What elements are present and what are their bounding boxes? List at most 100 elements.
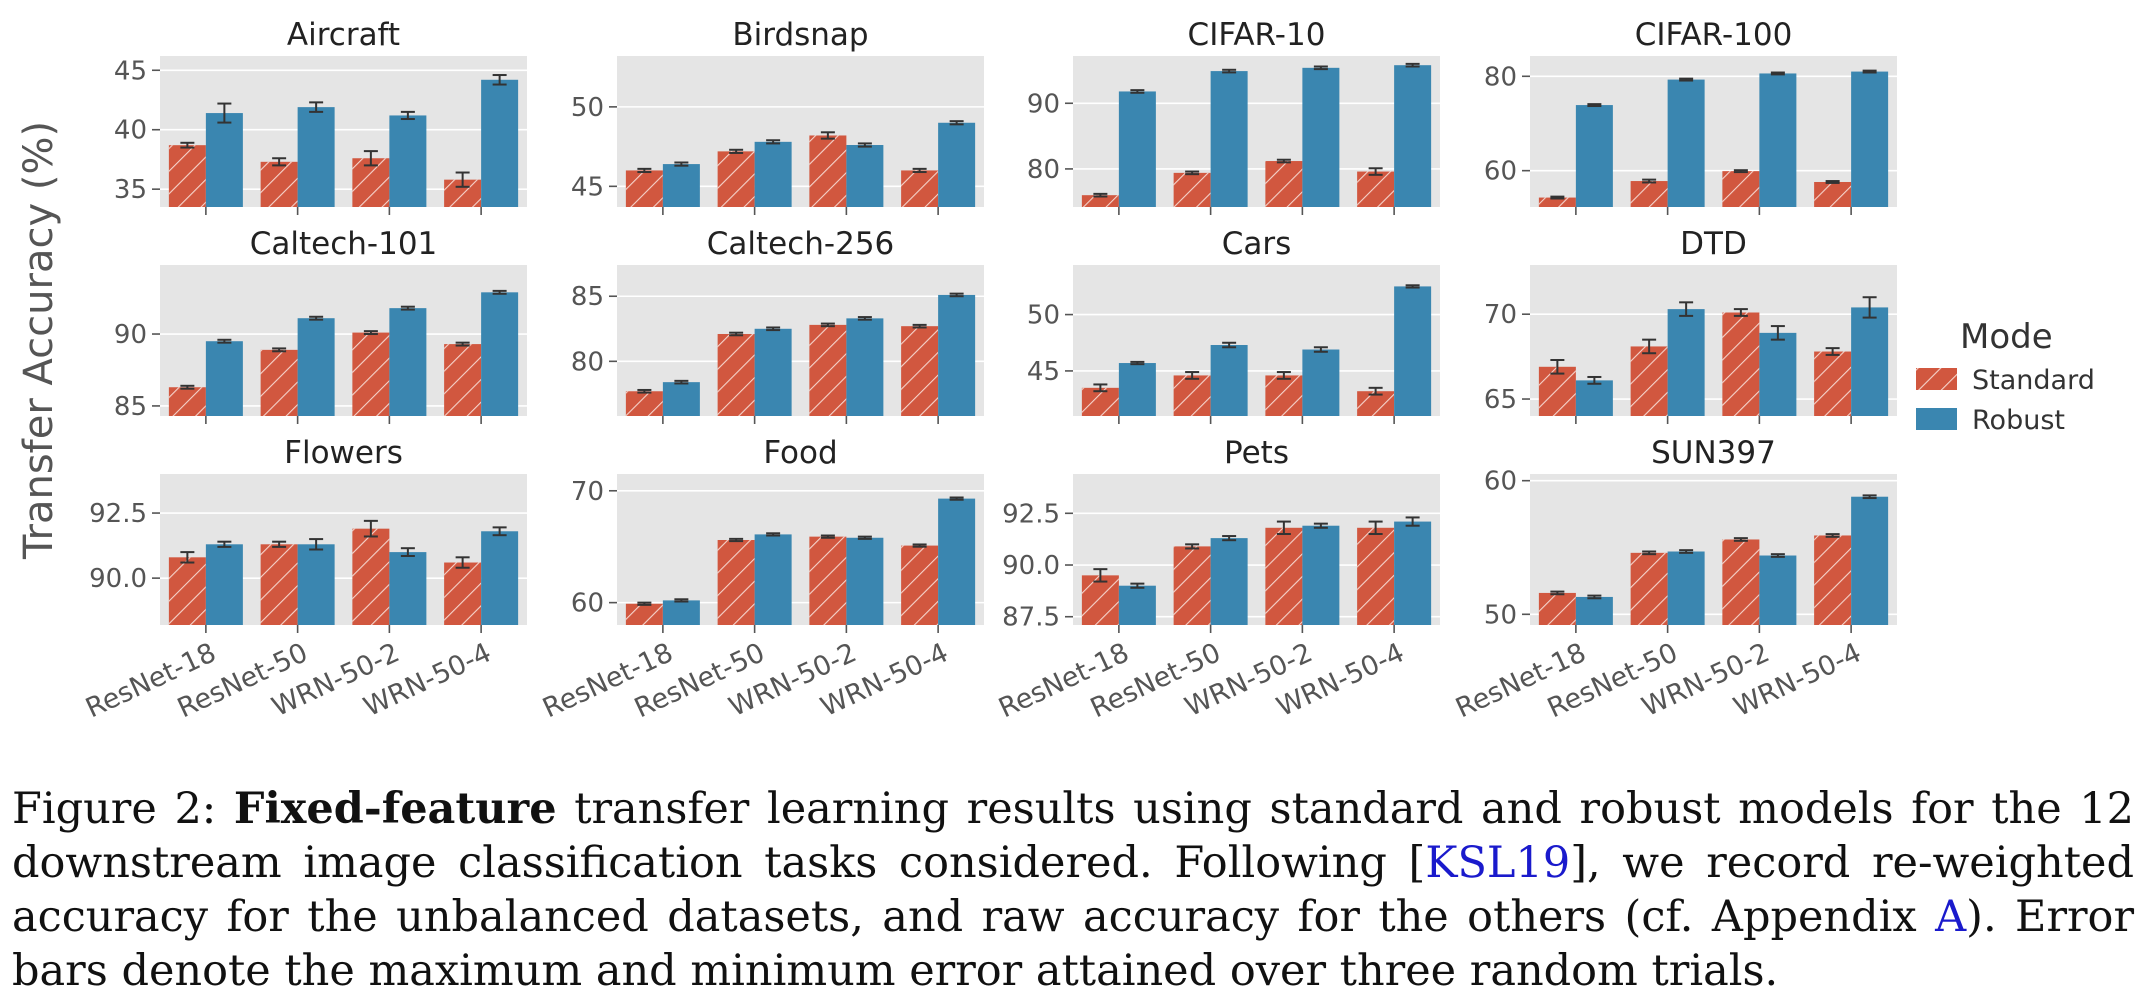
error-bar xyxy=(272,347,287,353)
error-bar xyxy=(272,540,287,548)
bar-robust-resnet-50 xyxy=(297,318,335,416)
bar-robust-wrn-50-2 xyxy=(846,318,884,416)
bar-standard-wrn-50-4-hatch xyxy=(901,170,939,207)
error-bar xyxy=(1550,359,1565,375)
bar-standard-resnet-18-hatch xyxy=(1538,366,1576,416)
error-bar xyxy=(180,141,195,149)
bar-standard-resnet-18-hatch xyxy=(1081,195,1119,207)
bar-robust-wrn-50-2 xyxy=(389,308,427,416)
error-bar xyxy=(1368,520,1383,535)
panel-title: CIFAR-100 xyxy=(1635,17,1793,53)
error-bar xyxy=(857,535,872,540)
error-bar xyxy=(1405,516,1420,527)
error-bar xyxy=(1825,533,1840,538)
error-bar xyxy=(1587,103,1602,108)
error-bar xyxy=(949,292,964,298)
bar-robust-resnet-50 xyxy=(297,107,335,207)
bar-robust-wrn-50-2 xyxy=(1302,349,1340,416)
y-tick-label: 90 xyxy=(114,320,147,350)
y-tick-label: 50 xyxy=(1484,600,1517,630)
error-bar xyxy=(363,519,378,538)
bar-robust-resnet-18 xyxy=(1575,380,1613,416)
error-bar xyxy=(180,384,195,390)
error-bar xyxy=(1770,325,1785,341)
bar-standard-resnet-18-hatch xyxy=(1081,575,1119,625)
bar-standard-resnet-50-hatch xyxy=(1173,375,1211,416)
error-bar xyxy=(912,167,927,174)
bar-standard-wrn-50-2-hatch xyxy=(809,324,847,416)
citation-link[interactable]: KSL19 xyxy=(1425,838,1571,888)
bar-robust-wrn-50-4 xyxy=(938,498,976,625)
bar-standard-wrn-50-2-hatch xyxy=(1265,375,1303,416)
error-bar xyxy=(1130,89,1145,94)
y-tick-label: 70 xyxy=(571,477,604,507)
panel-title: Flowers xyxy=(284,435,403,471)
legend-label-robust: Robust xyxy=(1972,405,2065,436)
caption-bold: Fixed-feature xyxy=(233,784,557,834)
error-bar xyxy=(1222,535,1237,542)
error-bar xyxy=(1093,568,1108,583)
error-bar xyxy=(674,379,689,385)
y-axis-label: Transfer Accuracy (%) xyxy=(16,121,62,560)
bar-robust-resnet-18 xyxy=(1575,105,1613,207)
panel-title: SUN397 xyxy=(1651,435,1776,471)
error-bar xyxy=(1825,347,1840,356)
bar-standard-wrn-50-4-hatch xyxy=(1814,351,1852,416)
error-bar xyxy=(400,110,415,121)
panel-caltech-256: 80 85 Caltech-256 xyxy=(571,226,984,424)
error-bar xyxy=(1313,522,1328,529)
error-bar xyxy=(674,161,689,167)
caption-prefix: Figure 2: xyxy=(12,784,234,834)
bar-standard-resnet-18-hatch xyxy=(1538,592,1576,625)
y-tick-label: 85 xyxy=(571,282,604,312)
error-bar xyxy=(1862,494,1877,500)
bar-robust-wrn-50-2 xyxy=(846,537,884,625)
bar-robust-wrn-50-4 xyxy=(1394,521,1432,625)
error-bar xyxy=(949,120,964,126)
error-bar xyxy=(1679,301,1694,317)
panel-dtd: 65 70 DTD xyxy=(1484,226,1897,424)
bar-standard-resnet-50-hatch xyxy=(260,544,298,625)
y-tick-label: 70 xyxy=(1484,300,1517,330)
error-bar xyxy=(455,171,470,188)
bar-standard-resnet-50-hatch xyxy=(717,539,755,625)
error-bar xyxy=(674,598,689,603)
bar-standard-wrn-50-4-hatch xyxy=(1357,171,1395,207)
y-tick-label: 60 xyxy=(1484,157,1517,187)
legend-title: Mode xyxy=(1960,317,2053,357)
error-bar xyxy=(637,601,652,606)
y-tick-label: 60 xyxy=(571,589,604,619)
error-bar xyxy=(1679,549,1694,554)
panel-food: 6070FoodResNet-18ResNet-50WRN-50-2WRN-50… xyxy=(538,435,984,724)
bar-standard-wrn-50-2-hatch xyxy=(1722,312,1760,416)
error-bar xyxy=(309,101,324,113)
error-bar xyxy=(766,139,781,145)
bar-robust-resnet-18 xyxy=(662,382,700,416)
bar-standard-wrn-50-4-hatch xyxy=(1814,535,1852,625)
error-bar xyxy=(400,547,415,558)
error-bar xyxy=(1276,371,1291,380)
bar-standard-resnet-50-hatch xyxy=(717,333,755,416)
panel-title: CIFAR-10 xyxy=(1188,17,1326,53)
y-tick-label: 80 xyxy=(1027,155,1060,185)
y-tick-label: 90.0 xyxy=(89,564,147,594)
error-bar xyxy=(1185,170,1200,176)
error-bar xyxy=(309,315,324,321)
bar-robust-resnet-50 xyxy=(1210,71,1248,207)
y-tick-label: 35 xyxy=(114,175,147,205)
error-bar xyxy=(1222,341,1237,349)
bar-standard-wrn-50-4-hatch xyxy=(901,326,939,416)
error-bar xyxy=(1679,77,1694,82)
bar-standard-wrn-50-2-hatch xyxy=(1722,171,1760,207)
error-bar xyxy=(1733,308,1748,317)
error-bar xyxy=(1276,158,1291,164)
error-bar xyxy=(1093,383,1108,393)
bar-standard-wrn-50-4-hatch xyxy=(444,344,482,416)
error-bar xyxy=(217,338,232,344)
y-tick-label: 85 xyxy=(114,392,147,422)
bar-standard-resnet-18-hatch xyxy=(625,170,663,207)
appendix-link[interactable]: A xyxy=(1935,892,1967,942)
bar-standard-resnet-50-hatch xyxy=(1630,552,1668,625)
bar-robust-wrn-50-2 xyxy=(1302,525,1340,625)
error-bar xyxy=(1093,192,1108,198)
